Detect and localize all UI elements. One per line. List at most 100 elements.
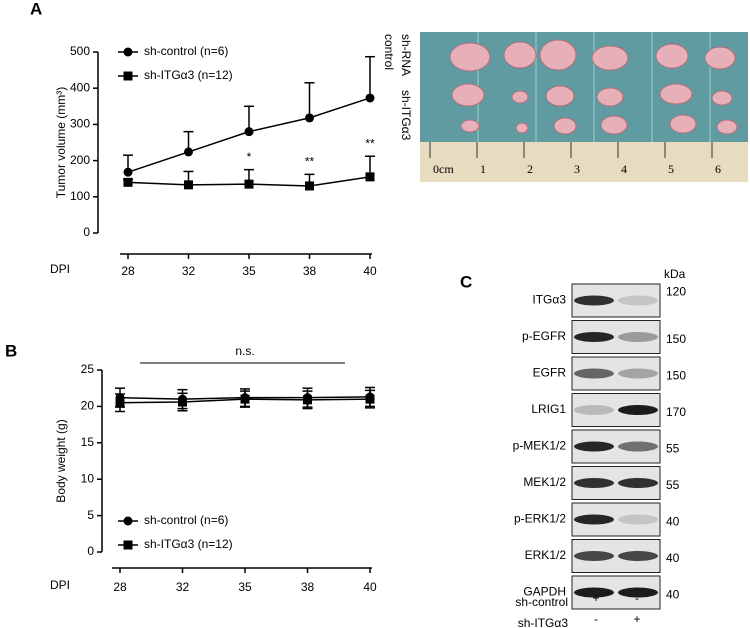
tumor — [553, 117, 577, 135]
y-tick-label: 0 — [83, 225, 90, 239]
tumor — [600, 115, 628, 135]
blot-label: MEK1/2 — [523, 475, 566, 489]
tumor — [655, 43, 689, 69]
tumor — [711, 90, 733, 106]
band — [618, 587, 658, 598]
tumor — [716, 119, 738, 135]
data-point — [365, 172, 375, 182]
x-axis-label: DPI — [50, 262, 70, 276]
band — [618, 514, 658, 525]
kda-label: 150 — [666, 332, 686, 346]
ruler-label: 6 — [715, 162, 721, 176]
band — [574, 514, 614, 525]
kda-label: 55 — [666, 442, 680, 456]
tumor — [545, 85, 575, 107]
data-point — [244, 127, 254, 137]
data-point — [123, 177, 133, 187]
ruler-label: 0cm — [433, 162, 454, 176]
x-tick-label: 40 — [363, 580, 377, 594]
condition-label: sh-ITGα3 — [518, 616, 569, 628]
band — [574, 368, 614, 379]
data-point — [184, 180, 193, 190]
data-point — [123, 167, 133, 177]
x-tick-label: 40 — [363, 264, 377, 278]
ruler-label: 1 — [480, 162, 486, 176]
x-tick-label: 32 — [176, 580, 190, 594]
legend-marker — [123, 516, 133, 526]
blot-label: LRIG1 — [531, 402, 566, 416]
blot-label: ITGα3 — [532, 293, 566, 307]
band — [618, 332, 658, 342]
data-point — [303, 395, 312, 405]
band — [574, 441, 614, 452]
y-tick-label: 100 — [70, 189, 90, 203]
x-tick-label: 38 — [301, 580, 315, 594]
panel-label: A — [30, 0, 42, 18]
data-point — [365, 394, 375, 404]
legend-label: sh-control (n=6) — [144, 44, 228, 58]
tumor — [669, 114, 697, 134]
band — [618, 368, 658, 379]
x-tick-label: 32 — [182, 264, 196, 278]
blot-label: p-ERK1/2 — [514, 512, 566, 526]
data-point — [244, 179, 254, 189]
y-tick-label: 20 — [81, 399, 95, 413]
y-axis-label: Body weight (g) — [54, 419, 68, 502]
panel-label: C — [460, 272, 472, 291]
kda-label: 40 — [666, 551, 680, 565]
legend-label: sh-control (n=6) — [144, 513, 228, 527]
ruler-label: 4 — [621, 162, 627, 176]
tumor — [451, 83, 485, 107]
legend-label: sh-ITGα3 (n=12) — [144, 68, 233, 82]
tumor — [460, 119, 480, 133]
legend-marker — [123, 47, 133, 57]
ruler-label: 3 — [574, 162, 580, 176]
x-tick-label: 28 — [121, 264, 135, 278]
kda-label: 170 — [666, 405, 686, 419]
x-tick-label: 38 — [303, 264, 317, 278]
lane-sign: + — [592, 591, 599, 605]
legend-marker — [123, 71, 133, 81]
blot-label: EGFR — [533, 366, 567, 380]
y-tick-label: 10 — [81, 471, 95, 485]
band — [618, 295, 658, 306]
condition-label: sh-control — [515, 595, 568, 609]
band — [618, 478, 658, 488]
band — [574, 295, 614, 306]
y-tick-label: 500 — [70, 44, 90, 58]
photo-label: control — [382, 34, 396, 70]
photo-label: sh-ITGα3 — [399, 90, 413, 141]
data-point — [365, 93, 375, 103]
data-point — [115, 398, 125, 408]
tumor — [704, 46, 736, 70]
significance: * — [247, 150, 252, 164]
kda-label: 40 — [666, 588, 680, 602]
lane-sign: + — [633, 612, 640, 626]
tumor-photo — [420, 32, 748, 182]
x-tick-label: 35 — [242, 264, 256, 278]
blot-label: GAPDH — [523, 585, 566, 599]
x-axis-label: DPI — [50, 578, 70, 592]
x-tick-label: 35 — [238, 580, 252, 594]
ruler-label: 2 — [527, 162, 533, 176]
band — [574, 478, 614, 488]
band — [574, 587, 614, 598]
band — [618, 441, 658, 452]
y-tick-label: 15 — [81, 435, 95, 449]
blot-label: p-EGFR — [522, 329, 566, 343]
significance: ** — [365, 136, 375, 150]
kda-label: 40 — [666, 515, 680, 529]
data-point — [305, 113, 314, 123]
legend-marker — [123, 540, 133, 550]
data-point — [178, 397, 187, 407]
tumor — [539, 39, 577, 71]
data-point — [305, 181, 314, 191]
blot-label: p-MEK1/2 — [513, 439, 567, 453]
band — [618, 551, 658, 561]
kda-label: 150 — [666, 369, 686, 383]
band — [618, 405, 658, 415]
significance: ** — [305, 155, 315, 169]
tumor — [659, 83, 693, 105]
y-tick-label: 0 — [87, 544, 94, 558]
